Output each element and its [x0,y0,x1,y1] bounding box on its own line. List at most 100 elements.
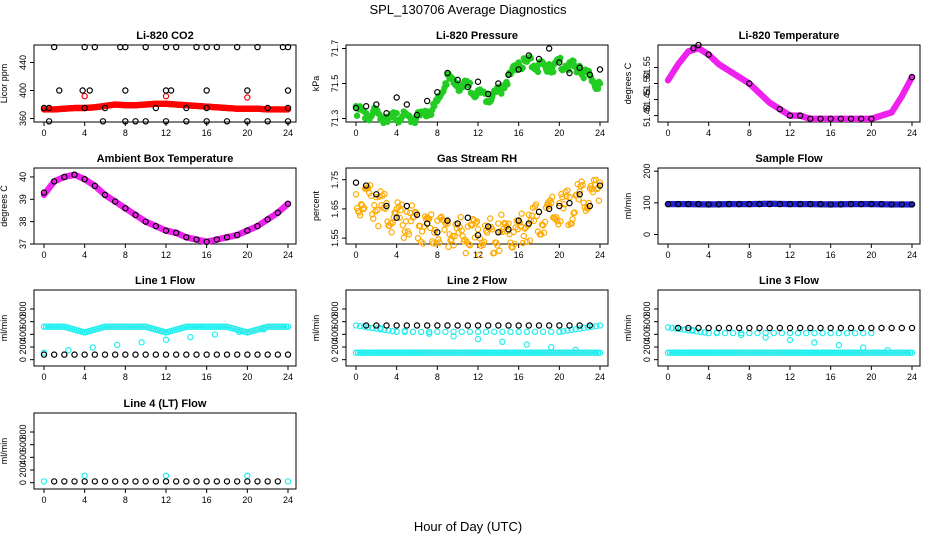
data-point [162,336,170,343]
data-point [892,349,899,356]
y-tick-label: 51.45 [642,88,652,111]
data-point [356,212,364,219]
y-tick-label: 39 [18,194,28,204]
data-point [493,239,500,246]
data-point [233,478,241,485]
data-point [162,118,170,125]
panel-4: Ambient Box Temperature degrees C 0 4 8 12 16 2… [0,153,297,260]
x-tick-label: 16 [202,128,212,138]
data-point [401,349,408,356]
data-point [489,349,496,356]
data-point [672,349,680,356]
data-point [111,198,119,205]
data-point [464,83,472,91]
data-point [244,351,251,358]
data-point [40,351,48,358]
data-point [56,87,63,94]
data-point [142,118,149,125]
panel-frame [657,289,921,367]
data-point [815,349,822,356]
data-point [507,349,514,356]
data-point [872,349,879,356]
data-point [566,69,573,77]
data-point [571,209,578,216]
data-point [370,215,377,222]
y-tick-label: 100 [642,195,652,210]
data-point [729,349,737,356]
data-point [122,87,129,94]
data-point [379,349,386,356]
data-point [454,220,461,227]
data-point [851,329,859,337]
x-tick-label: 12 [785,372,795,382]
data-point [569,215,576,223]
data-point [284,200,292,207]
data-point [450,242,457,249]
x-tick-label: 12 [473,372,483,382]
data-point [705,349,712,356]
data-point [284,323,292,330]
data-point [491,349,498,356]
data-point [762,349,769,356]
data-point [446,349,453,356]
data-point [847,200,855,208]
x-tick-label: 24 [907,372,917,382]
data-point [45,118,53,125]
data-point [851,349,859,356]
data-point [707,349,714,356]
x-tick-label: 20 [554,128,564,138]
data-point [116,323,123,330]
data-point [545,205,553,213]
data-point [389,349,396,356]
data-point [843,329,851,337]
data-point [518,210,525,217]
data-point [443,218,450,225]
data-point [564,187,571,194]
data-point [725,200,733,208]
data-point [71,478,78,485]
data-point [772,349,779,356]
data-point [520,232,527,240]
data-point [373,325,380,332]
x-tick-label: 8 [747,128,752,138]
data-point [466,242,474,249]
data-point [576,325,583,332]
data-point [244,118,251,125]
data-point [432,349,439,356]
data-point [89,344,97,351]
data-point [884,346,891,354]
data-point [685,349,692,356]
series-1 [40,472,292,485]
data-point [685,200,692,208]
data-point [786,349,794,356]
data-point [780,349,788,356]
data-point [167,87,175,94]
data-point [501,349,508,356]
data-point [44,323,52,330]
panel-frame [33,412,297,490]
y-tick-label: 360 [18,111,28,126]
data-point [515,66,522,73]
data-point [530,217,538,225]
data-point [284,351,292,358]
data-point [529,349,537,356]
data-point [519,239,526,247]
data-point [580,349,587,356]
x-tick-label: 0 [41,128,46,138]
data-point [183,118,190,125]
x-tick-label: 12 [161,250,171,260]
data-point [408,202,416,209]
data-point [399,221,406,229]
data-point [685,324,692,332]
data-point [86,87,93,94]
data-point [203,118,210,125]
data-point [674,200,682,208]
data-point [223,478,231,485]
data-point [711,349,718,356]
data-point [413,349,421,356]
data-point [434,89,441,96]
data-point [474,349,482,356]
data-point [132,351,139,358]
data-point [197,323,204,330]
x-tick-label: 16 [826,372,836,382]
